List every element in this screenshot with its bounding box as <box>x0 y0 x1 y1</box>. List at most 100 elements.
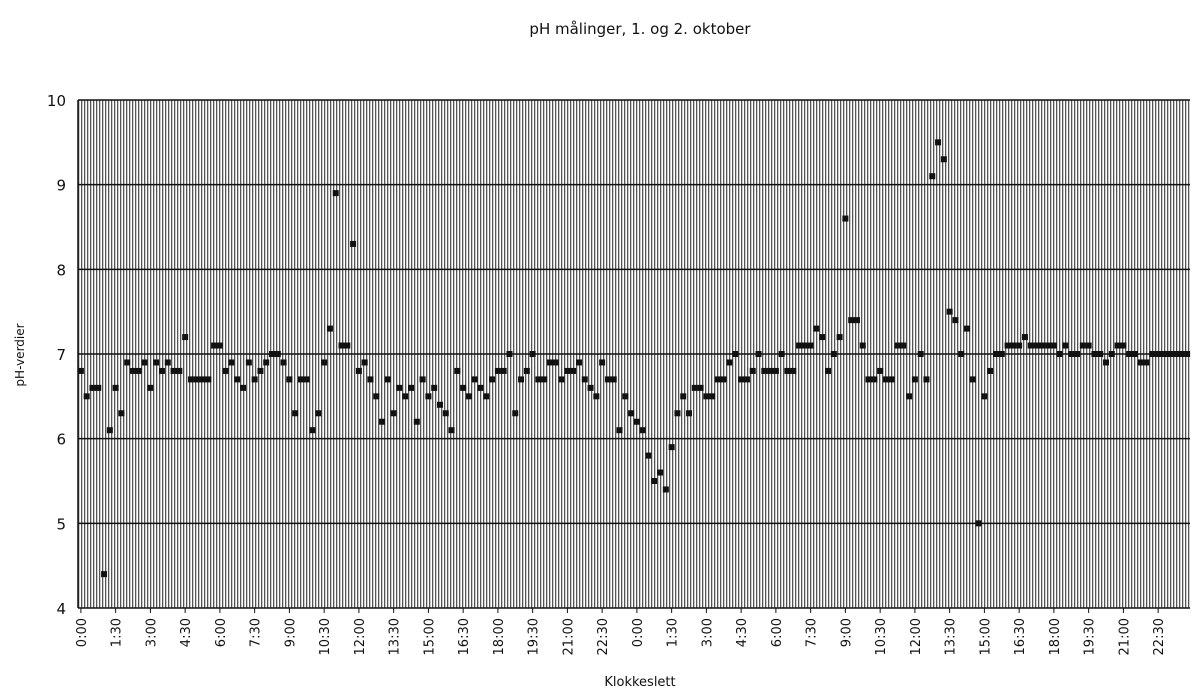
point <box>836 334 843 341</box>
point <box>1016 342 1023 349</box>
point <box>842 215 849 222</box>
point <box>361 359 368 366</box>
point <box>743 376 750 383</box>
point <box>367 376 374 383</box>
point <box>575 359 582 366</box>
point <box>263 359 270 366</box>
point <box>95 384 102 391</box>
point <box>419 376 426 383</box>
x-tick-label: 7:30 <box>805 618 820 647</box>
point <box>547 359 554 366</box>
point <box>1166 351 1173 357</box>
point <box>228 359 235 366</box>
point <box>911 376 918 383</box>
point <box>286 376 293 383</box>
point <box>662 486 669 493</box>
point <box>1056 351 1063 357</box>
point <box>946 308 953 315</box>
point <box>633 418 640 425</box>
point <box>709 393 716 400</box>
point <box>784 367 791 374</box>
point <box>465 393 472 400</box>
x-tick-label: 6:00 <box>214 618 229 647</box>
point <box>408 384 415 391</box>
point <box>1172 351 1179 357</box>
point <box>216 342 223 349</box>
point <box>801 342 808 349</box>
point <box>101 571 108 578</box>
point <box>1155 351 1162 357</box>
x-tick-label: 10:30 <box>318 618 333 655</box>
point <box>992 351 999 357</box>
point <box>952 317 959 324</box>
point <box>772 367 779 374</box>
point <box>471 376 478 383</box>
point <box>1021 334 1028 341</box>
point <box>645 452 652 459</box>
point <box>639 427 646 434</box>
point <box>604 376 611 383</box>
point <box>234 376 241 383</box>
point <box>489 376 496 383</box>
point <box>494 367 501 374</box>
point <box>593 393 600 400</box>
point <box>500 367 507 374</box>
point <box>321 359 328 366</box>
point <box>442 410 449 417</box>
x-tick-label: 9:00 <box>839 618 854 647</box>
point <box>1120 342 1127 349</box>
point <box>917 351 924 357</box>
point <box>297 376 304 383</box>
point <box>240 384 247 391</box>
point <box>564 367 571 374</box>
point <box>1004 342 1011 349</box>
point <box>436 401 443 408</box>
point <box>245 359 252 366</box>
x-tick-label: 22:30 <box>1152 618 1167 655</box>
point <box>413 418 420 425</box>
point <box>280 359 287 366</box>
point <box>981 393 988 400</box>
point <box>726 359 733 366</box>
x-tick-label: 7:30 <box>249 618 264 647</box>
point <box>355 367 362 374</box>
point <box>118 410 125 417</box>
point <box>379 418 386 425</box>
point <box>402 393 409 400</box>
point <box>292 410 299 417</box>
point <box>338 342 345 349</box>
point <box>761 367 768 374</box>
point <box>512 410 519 417</box>
point <box>523 367 530 374</box>
point <box>448 427 455 434</box>
point <box>865 376 872 383</box>
point <box>1050 342 1057 349</box>
point <box>558 376 565 383</box>
point <box>326 325 333 332</box>
point <box>825 367 832 374</box>
x-tick-label: 13:30 <box>944 618 959 655</box>
x-tick-label: 9:00 <box>283 618 298 647</box>
point <box>877 367 884 374</box>
point <box>1039 342 1046 349</box>
point <box>778 351 785 357</box>
point <box>187 376 194 383</box>
point <box>610 376 617 383</box>
point <box>193 376 200 383</box>
x-tick-label: 1:30 <box>666 618 681 647</box>
x-tick-label: 19:30 <box>1083 618 1098 655</box>
point <box>935 139 942 146</box>
y-tick-label: 6 <box>56 431 66 449</box>
point <box>732 351 739 357</box>
point <box>1103 359 1110 366</box>
point <box>158 367 165 374</box>
point <box>170 367 177 374</box>
point <box>651 478 658 484</box>
point <box>384 376 391 383</box>
point <box>755 351 762 357</box>
point <box>923 376 930 383</box>
point <box>251 376 258 383</box>
x-tick-label: 0:00 <box>631 618 646 647</box>
point <box>813 325 820 332</box>
point <box>1160 351 1167 357</box>
